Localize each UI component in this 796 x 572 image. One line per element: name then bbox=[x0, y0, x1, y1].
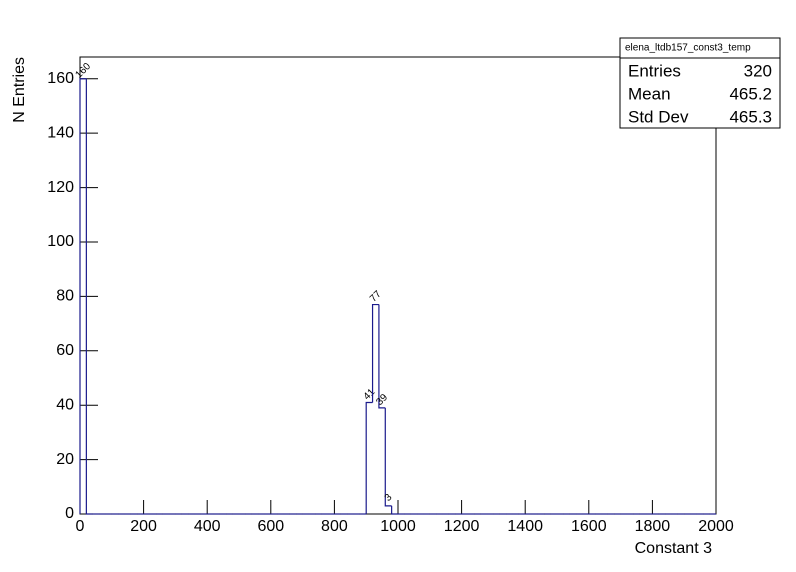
histogram-bin bbox=[378, 304, 386, 409]
x-tick-label: 1000 bbox=[380, 518, 416, 535]
stats-value: 465.3 bbox=[729, 107, 772, 126]
bin-label: 3 bbox=[383, 492, 395, 504]
x-tick-label: 2000 bbox=[698, 518, 734, 535]
bin-label: 77 bbox=[368, 289, 384, 305]
x-tick-label: 1800 bbox=[635, 518, 671, 535]
bin-label: 160 bbox=[73, 61, 93, 81]
x-tick-label: 0 bbox=[76, 518, 85, 535]
stats-label: Mean bbox=[628, 84, 671, 103]
histogram-bin bbox=[79, 78, 87, 514]
histogram-bin bbox=[391, 505, 398, 515]
x-tick-label: 800 bbox=[321, 518, 348, 535]
x-axis-label: Constant 3 bbox=[635, 540, 712, 557]
x-tick-label: 1400 bbox=[507, 518, 543, 535]
histogram-bin bbox=[365, 401, 373, 514]
y-tick-label: 160 bbox=[47, 70, 74, 87]
histogram-bin bbox=[384, 407, 392, 507]
y-tick-label: 0 bbox=[65, 505, 74, 522]
x-tick-label: 1600 bbox=[571, 518, 607, 535]
y-tick-label: 80 bbox=[56, 288, 74, 305]
y-tick-label: 100 bbox=[47, 233, 74, 250]
y-tick-label: 120 bbox=[47, 179, 74, 196]
x-tick-label: 400 bbox=[194, 518, 221, 535]
stats-box bbox=[619, 37, 781, 129]
stats-value: 320 bbox=[744, 61, 772, 80]
histogram-bin bbox=[85, 78, 93, 515]
y-tick-label: 40 bbox=[56, 396, 74, 413]
x-tick-label: 1200 bbox=[444, 518, 480, 535]
stats-label: Std Dev bbox=[628, 107, 689, 126]
y-axis-label: N Entries bbox=[11, 57, 28, 123]
stats-value: 465.2 bbox=[729, 84, 772, 103]
y-tick-label: 20 bbox=[56, 451, 74, 468]
x-tick-label: 600 bbox=[257, 518, 284, 535]
x-tick-label: 200 bbox=[130, 518, 157, 535]
histogram-bin bbox=[371, 303, 379, 403]
stats-title: elena_ltdb157_const3_temp bbox=[625, 43, 751, 54]
stats-label: Entries bbox=[628, 61, 681, 80]
y-tick-label: 60 bbox=[56, 342, 74, 359]
y-tick-label: 140 bbox=[47, 124, 74, 141]
